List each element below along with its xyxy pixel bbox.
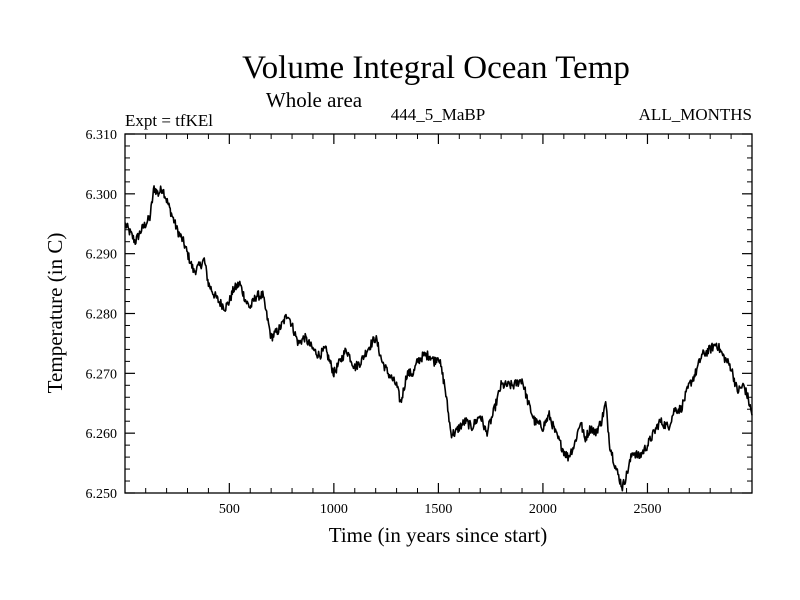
y-tick-label: 6.310 <box>86 128 118 143</box>
y-axis-label: Temperature (in C) <box>43 233 67 394</box>
x-axis-label: Time (in years since start) <box>329 523 548 547</box>
chart-title: Volume Integral Ocean Temp <box>242 50 630 86</box>
x-tick-label: 2000 <box>529 502 557 517</box>
y-tick-label: 6.260 <box>86 427 118 442</box>
y-tick-label: 6.300 <box>86 188 118 203</box>
x-tick-label: 2500 <box>633 502 661 517</box>
plot-area <box>124 133 753 494</box>
plot-frame <box>124 133 753 494</box>
series-line <box>124 185 753 492</box>
y-tick-label: 6.290 <box>86 248 118 263</box>
y-tick-label: 6.270 <box>86 367 118 382</box>
axis-tick-labels: 500 1000 1500 2000 2500 6.250 6.260 6.270 6.280 6… <box>86 128 662 517</box>
x-tick-label: 1500 <box>424 502 452 517</box>
x-tick-label: 1000 <box>320 502 348 517</box>
axis-ticks <box>125 133 752 494</box>
y-tick-label: 6.250 <box>86 487 118 502</box>
annotation-months: ALL_MONTHS <box>639 105 752 124</box>
chart-subtitle: Whole area <box>266 88 363 112</box>
annotation-run-name: 444_5_MaBP <box>391 105 485 124</box>
y-tick-label: 6.280 <box>86 308 118 323</box>
annotation-experiment: Expt = tfKEl <box>125 111 213 130</box>
x-tick-label: 500 <box>219 502 240 517</box>
